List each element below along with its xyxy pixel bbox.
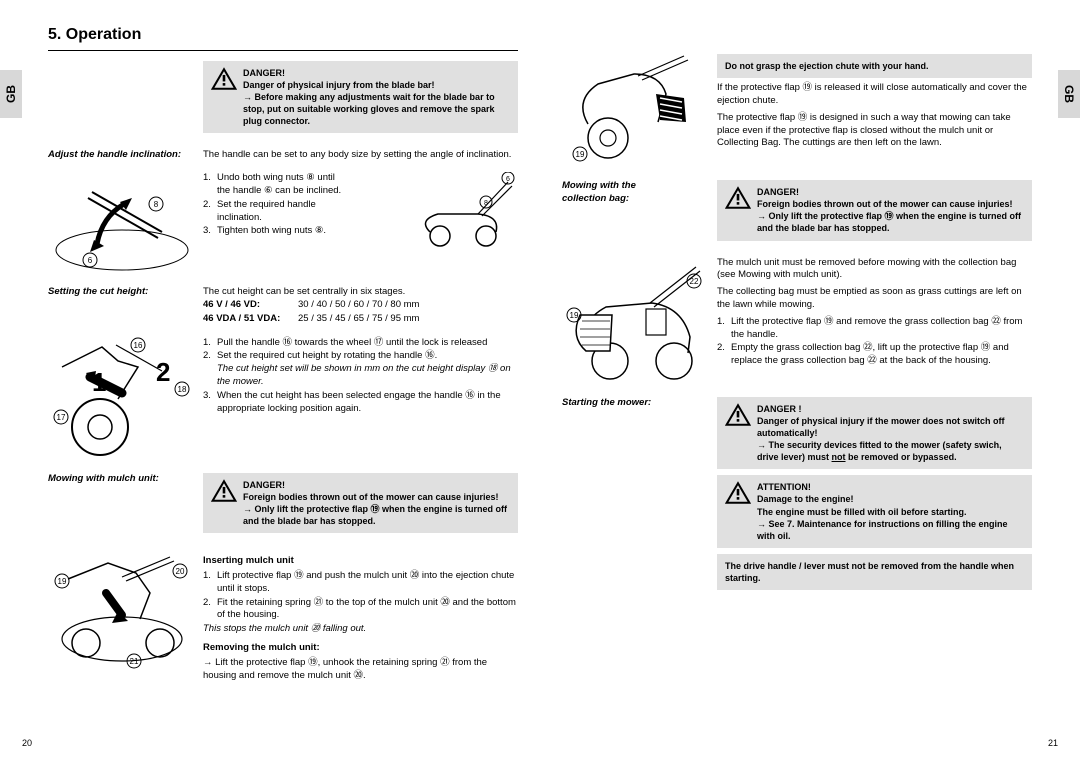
att-title: ATTENTION!: [757, 481, 1024, 493]
final-text: The drive handle / lever must not be rem…: [725, 561, 1014, 583]
mulch-i2: Fit the retaining spring ㉑ to the top of…: [203, 597, 518, 623]
warning-icon: [211, 67, 237, 91]
bag-p1: The mulch unit must be removed before mo…: [717, 257, 1032, 283]
warning-box-bag: DANGER! Foreign bodies thrown out of the…: [717, 180, 1032, 241]
chute-row: 19 Do not grasp the ejection chute with …: [562, 54, 1032, 164]
cut-height-row: Setting the cut height: The cut height c…: [48, 286, 518, 326]
danger-arrow: Only lift the protective flap ⑲ when the…: [757, 210, 1024, 234]
danger-line: Foreign bodies thrown out of the mower c…: [243, 491, 510, 503]
bag-p2: The collecting bag must be emptied as so…: [717, 286, 1032, 312]
cut-s1: Pull the handle ⑯ towards the wheel ⑰ un…: [203, 337, 518, 350]
handle-incl-row: Adjust the handle inclination: The handl…: [48, 149, 518, 162]
danger-title: DANGER!: [757, 186, 1024, 198]
warning-box-blade: DANGER! Danger of physical injury from t…: [203, 61, 518, 134]
svg-text:19: 19: [57, 577, 66, 586]
chute-p1: If the protective flap ⑲ is released it …: [717, 82, 1032, 108]
bag-s2: Empty the grass collection bag ㉒, lift u…: [717, 342, 1032, 368]
start-label: Starting the mower:: [562, 397, 717, 410]
mulch-insert-row: 19 20 21 Inserting mulch unit Lift prote…: [48, 549, 518, 682]
danger-line: Foreign bodies thrown out of the mower c…: [757, 198, 1024, 210]
fig-handle: 8 6: [48, 172, 203, 272]
svg-text:1: 1: [92, 367, 106, 397]
svg-text:16: 16: [133, 341, 142, 350]
fig-bag: 22 19: [562, 257, 717, 387]
final-box: The drive handle / lever must not be rem…: [717, 554, 1032, 590]
danger-arrow: Only lift the protective flap ⑲ when the…: [243, 503, 510, 527]
mulch-note: This stops the mulch unit ⑳ falling out.: [203, 623, 366, 634]
bag-fig-row: 22 19 The mulch unit must be removed bef…: [562, 257, 1032, 387]
warning-icon: [725, 481, 751, 505]
att-line2: The engine must be filled with oil befor…: [757, 506, 1024, 518]
spread: GB 5. Operation DANGER! Danger of physic…: [0, 0, 1080, 763]
svg-text:22: 22: [689, 277, 698, 286]
att-line1: Damage to the engine!: [757, 493, 1024, 505]
svg-text:6: 6: [87, 256, 92, 265]
page-right: GB 19: [540, 0, 1080, 763]
handle-s3: Tighten both wing nuts ⑧.: [203, 225, 518, 238]
danger-arrow: Before making any adjustments wait for t…: [243, 91, 510, 127]
chute-warn: Do not grasp the ejection chute with you…: [717, 54, 1032, 78]
bag-row: Mowing with thecollection bag: DANGER! F…: [562, 180, 1032, 247]
fig-chute: 19: [562, 54, 717, 164]
page-num-left: 20: [22, 737, 32, 749]
spec2v: 25 / 35 / 45 / 65 / 75 / 95 mm: [298, 313, 419, 324]
spec1v: 30 / 40 / 50 / 60 / 70 / 80 mm: [298, 299, 419, 310]
mulch-label: Mowing with mulch unit:: [48, 473, 203, 486]
cut-s2: Set the required cut height by rotating …: [203, 350, 518, 388]
handle-s2: Set the required handleinclination.: [203, 199, 518, 225]
start-row: Starting the mower: DANGER ! Danger of p…: [562, 397, 1032, 597]
danger-title: DANGER!: [243, 67, 510, 79]
danger-title: DANGER !: [757, 403, 1024, 415]
page-left: GB 5. Operation DANGER! Danger of physic…: [0, 0, 540, 763]
page-num-right: 21: [1048, 737, 1058, 749]
bag-label: Mowing with thecollection bag:: [562, 180, 717, 206]
handle-intro: The handle can be set to any body size b…: [203, 149, 511, 160]
remove-head: Removing the mulch unit:: [203, 642, 518, 655]
svg-text:2: 2: [156, 357, 170, 387]
svg-text:17: 17: [56, 413, 65, 422]
cut-s3: When the cut height has been selected en…: [203, 390, 518, 416]
danger-line: Danger of physical injury if the mower d…: [757, 415, 1024, 439]
handle-incl-label: Adjust the handle inclination:: [48, 149, 203, 162]
svg-text:19: 19: [575, 150, 584, 159]
cut-height-fig-row: 1 2 16 17 18 Pull the handle ⑯ towards t…: [48, 337, 518, 457]
danger-title: DANGER!: [243, 479, 510, 491]
warning-box-attention: ATTENTION! Damage to the engine! The eng…: [717, 475, 1032, 548]
mulch-row: Mowing with mulch unit: DANGER! Foreign …: [48, 473, 518, 540]
handle-s1: Undo both wing nuts ⑧ untilthe handle ⑥ …: [203, 172, 518, 198]
cut-intro: The cut height can be set centrally in s…: [203, 286, 405, 297]
cut-height-label: Setting the cut height:: [48, 286, 203, 299]
warning-icon: [725, 403, 751, 427]
spec1k: 46 V / 46 VD:: [203, 299, 298, 312]
tab-right: GB: [1058, 70, 1080, 118]
mulch-remove: Lift the protective flap ⑲, unhook the r…: [203, 657, 518, 683]
warning-box-start: DANGER ! Danger of physical injury if th…: [717, 397, 1032, 470]
chute-warn-text: Do not grasp the ejection chute with you…: [725, 61, 929, 71]
warning-icon: [725, 186, 751, 210]
section-title: 5. Operation: [48, 24, 518, 51]
warning-box-mulch: DANGER! Foreign bodies thrown out of the…: [203, 473, 518, 534]
chute-p2: The protective flap ⑲ is designed in suc…: [717, 112, 1032, 150]
fig-mulch: 19 20 21: [48, 549, 203, 669]
bag-s1: Lift the protective flap ⑲ and remove th…: [717, 316, 1032, 342]
svg-text:20: 20: [175, 567, 184, 576]
insert-head: Inserting mulch unit: [203, 555, 518, 568]
svg-text:8: 8: [153, 200, 158, 209]
handle-incl-fig-row: 8 6 6 8: [48, 172, 518, 272]
danger-row-1: DANGER! Danger of physical injury from t…: [48, 61, 518, 140]
att-arrow: See 7. Maintenance for instructions on f…: [757, 518, 1024, 542]
svg-text:18: 18: [177, 385, 186, 394]
danger-line: Danger of physical injury from the blade…: [243, 79, 510, 91]
svg-text:21: 21: [129, 657, 138, 666]
warning-icon: [211, 479, 237, 503]
mulch-i1: Lift protective flap ⑲ and push the mulc…: [203, 570, 518, 596]
spec2k: 46 VDA / 51 VDA:: [203, 313, 298, 326]
danger-arrow: The security devices fitted to the mower…: [757, 439, 1024, 463]
tab-left: GB: [0, 70, 22, 118]
fig-cut-height: 1 2 16 17 18: [48, 337, 203, 457]
svg-text:19: 19: [569, 311, 578, 320]
